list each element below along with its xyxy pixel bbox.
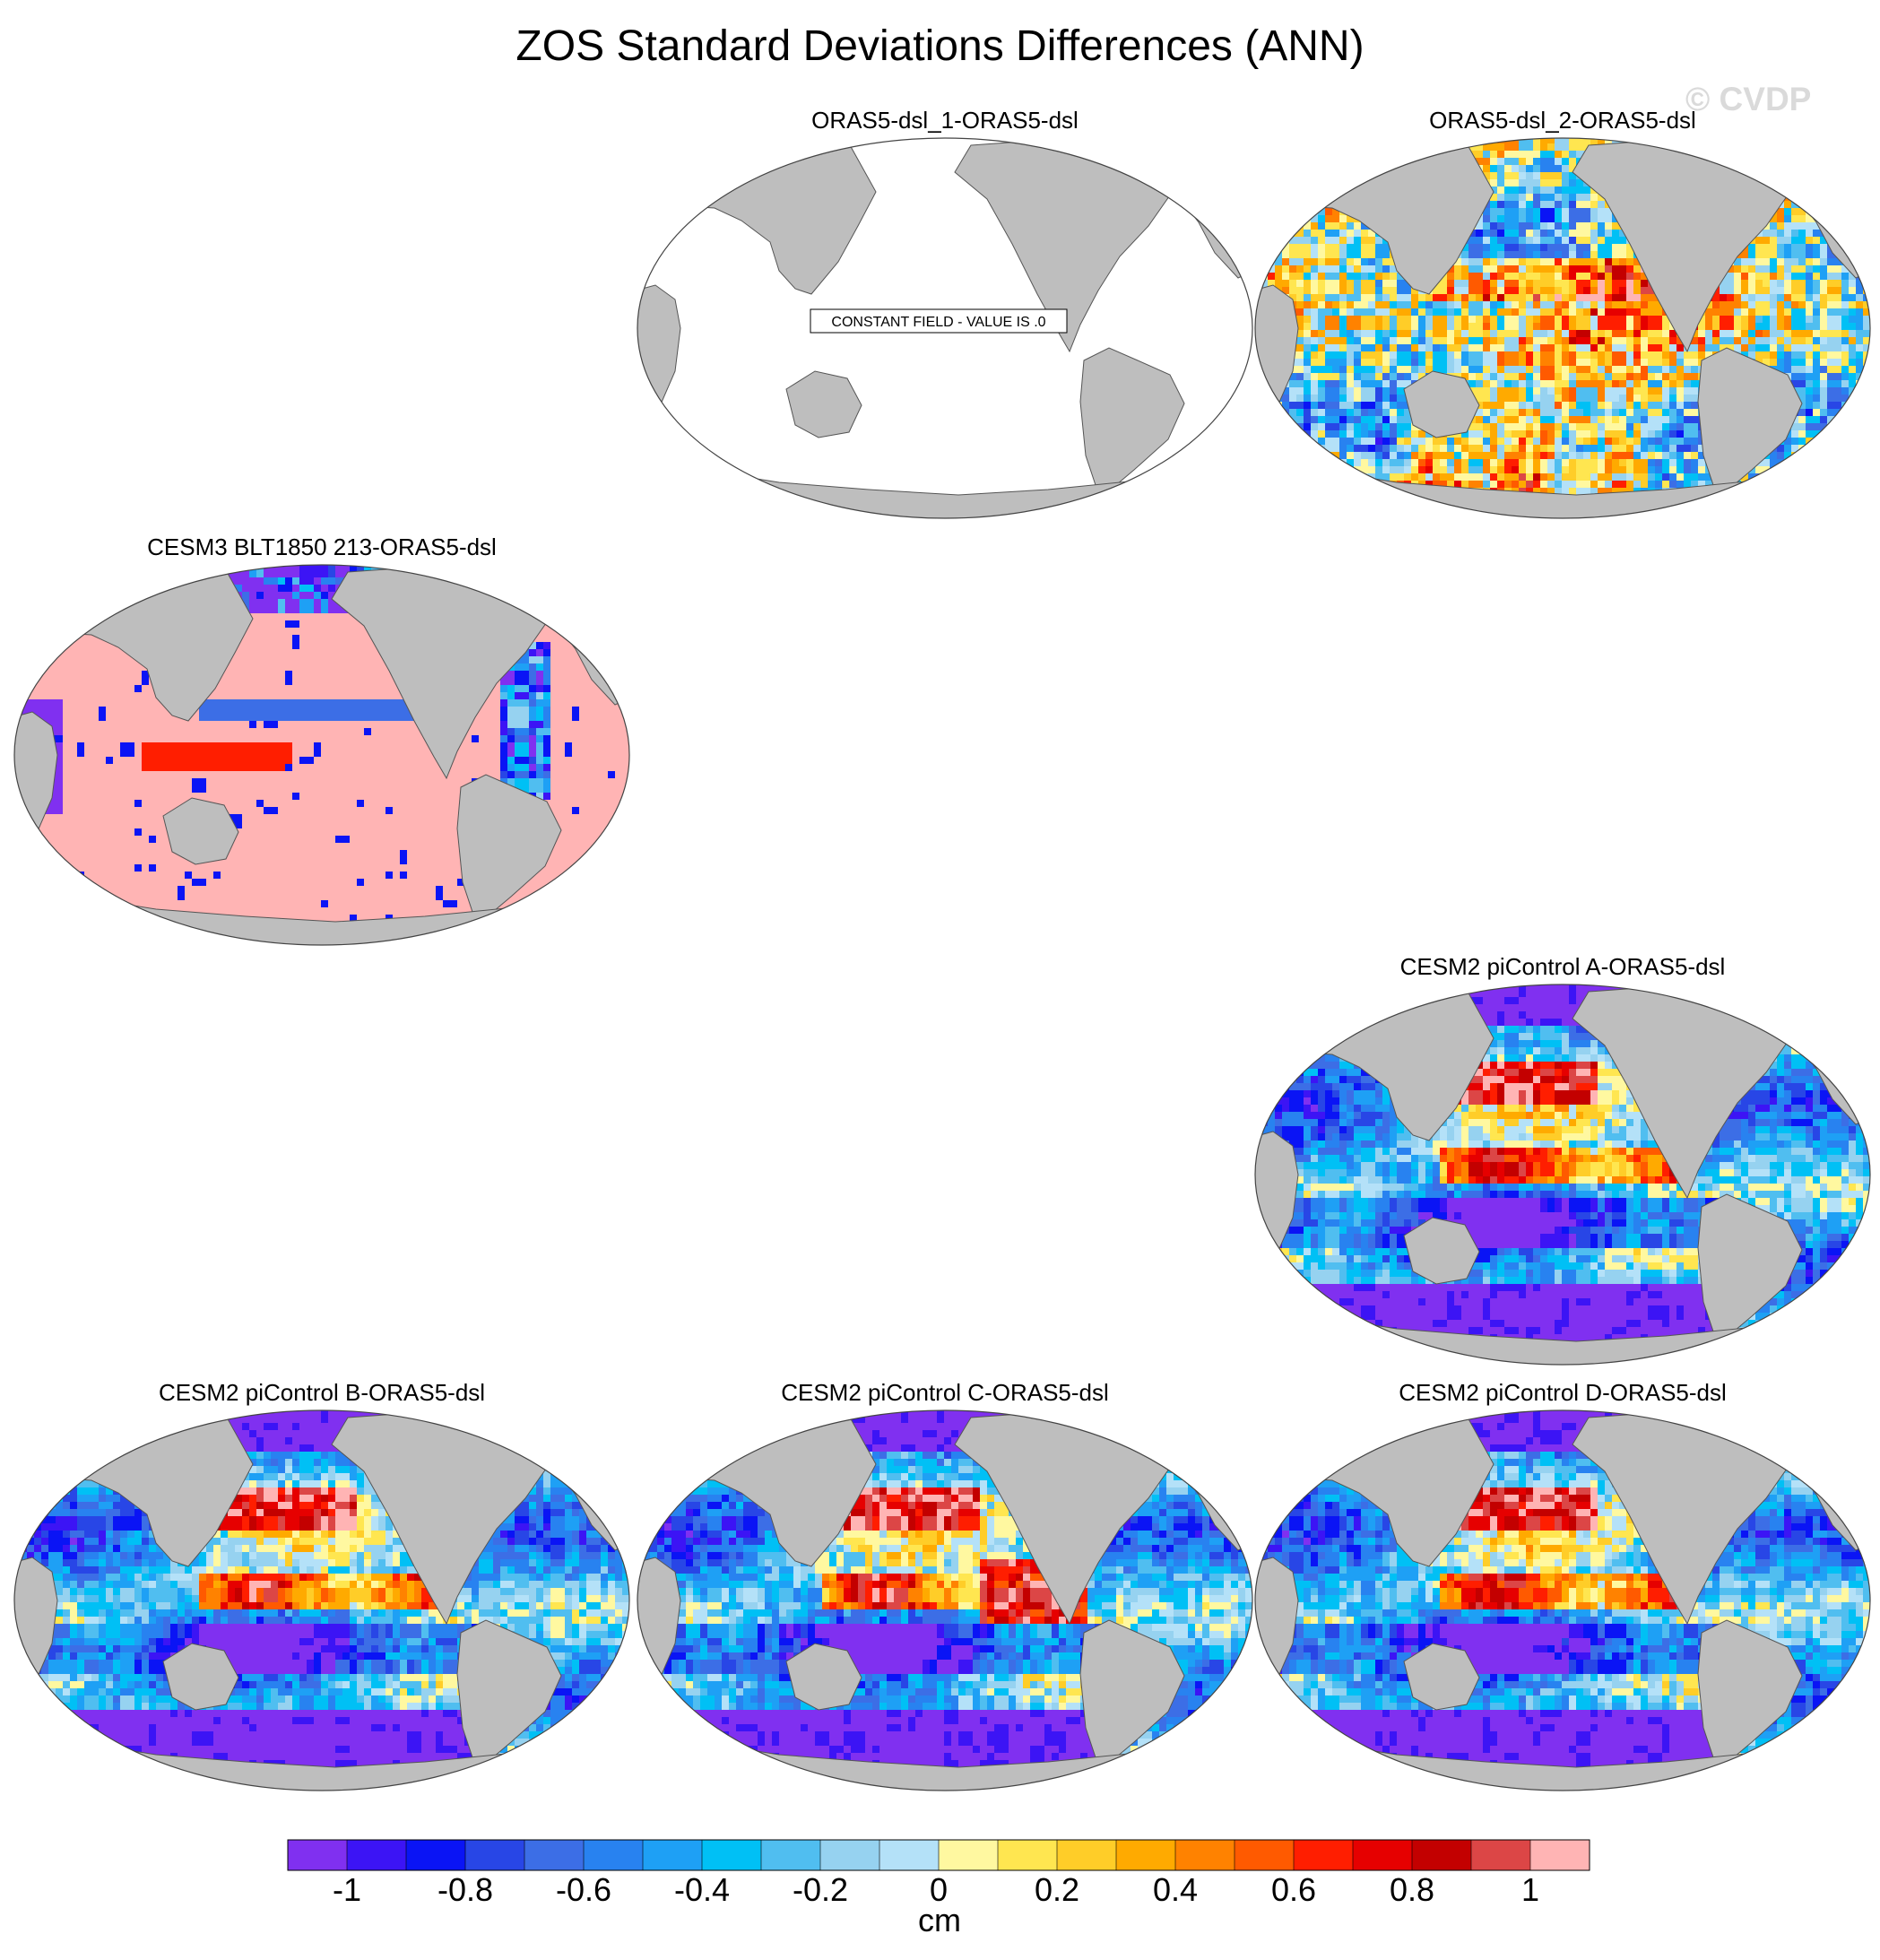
colorbar-tick-label: 0 <box>930 1871 948 1908</box>
landmass-australia <box>785 370 862 438</box>
colorbar-box <box>1412 1840 1472 1870</box>
page-title: ZOS Standard Deviations Differences (ANN… <box>0 20 1880 74</box>
colorbar-box <box>939 1840 999 1870</box>
colorbar-tick-label: -0.2 <box>793 1871 848 1908</box>
ocean-field <box>637 1410 1252 1791</box>
panel-title-cesm2-picontrol-d: CESM2 piControl D-ORAS5-dsl <box>1253 1378 1872 1407</box>
colorbar-box <box>1353 1840 1413 1870</box>
colorbar-box <box>1116 1840 1176 1870</box>
colorbar-tick-label: 0.8 <box>1390 1871 1434 1908</box>
landmass-southAmerica <box>1697 1193 1803 1346</box>
map-oras5-dsl-2 <box>1254 137 1871 519</box>
ocean-field <box>14 565 629 945</box>
cvdp-watermark: © CVDP <box>1685 81 1811 118</box>
landmass-southAmerica <box>1697 1619 1803 1772</box>
landmass-australia <box>1403 370 1480 438</box>
colorbar-box <box>465 1840 525 1870</box>
colorbar-box <box>406 1840 466 1870</box>
panel-title-cesm2-picontrol-a: CESM2 piControl A-ORAS5-dsl <box>1253 952 1872 981</box>
panel-title-cesm2-picontrol-b: CESM2 piControl B-ORAS5-dsl <box>13 1378 631 1407</box>
colorbar-box <box>820 1840 880 1870</box>
colorbar-box <box>524 1840 585 1870</box>
colorbar-tick-label: 1 <box>1521 1871 1539 1908</box>
map-cesm2-picontrol-b <box>13 1409 630 1791</box>
panel-title-cesm2-picontrol-c: CESM2 piControl C-ORAS5-dsl <box>636 1378 1254 1407</box>
colorbar-box <box>1057 1840 1117 1870</box>
landmass-southAmerica <box>1079 1619 1185 1772</box>
colorbar-tick-label: -0.8 <box>438 1871 493 1908</box>
colorbar-box <box>1294 1840 1354 1870</box>
colorbar-box <box>288 1840 348 1870</box>
panel-title-oras5-dsl-1: ORAS5-dsl_1-ORAS5-dsl <box>636 106 1254 134</box>
constant-field-label: CONSTANT FIELD - VALUE IS .0 <box>831 315 1045 330</box>
colorbar-box <box>1530 1840 1590 1870</box>
landmass-australia <box>162 797 239 865</box>
colorbar-box <box>584 1840 644 1870</box>
colorbar-box <box>1175 1840 1235 1870</box>
colorbar-tick-label: -1 <box>333 1871 361 1908</box>
landmass-australia <box>162 1643 239 1711</box>
panel-title-cesm3-blt1850: CESM3 BLT1850 213-ORAS5-dsl <box>13 533 631 561</box>
landmass-australia <box>1403 1643 1480 1711</box>
map-oras5-dsl-1: CONSTANT FIELD - VALUE IS .0 <box>637 137 1253 519</box>
landmass-southAmerica <box>456 774 562 926</box>
colorbar-box <box>879 1840 940 1870</box>
panel-title-oras5-dsl-2: ORAS5-dsl_2-ORAS5-dsl <box>1253 106 1872 134</box>
landmass-australia <box>785 1643 862 1711</box>
colorbar-box <box>702 1840 762 1870</box>
ocean-field <box>1255 1410 1870 1791</box>
landmass-southAmerica <box>456 1619 562 1772</box>
map-cesm2-picontrol-c <box>637 1409 1253 1791</box>
colorbar-unit-label: cm <box>918 1902 961 1938</box>
colorbar-tick-label: 0.2 <box>1035 1871 1079 1908</box>
ocean-field <box>14 1410 629 1791</box>
colorbar-box <box>1235 1840 1295 1870</box>
colorbar-box <box>761 1840 821 1870</box>
colorbar-tick-label: -0.6 <box>556 1871 611 1908</box>
colorbar-box <box>1471 1840 1531 1870</box>
landmass-southAmerica <box>1079 347 1185 499</box>
constant-field-box <box>810 308 1068 334</box>
ocean-field <box>1255 984 1870 1365</box>
colorbar-tick-label: 0.6 <box>1271 1871 1316 1908</box>
landmass-southAmerica <box>1697 347 1803 499</box>
map-cesm3-blt1850 <box>13 564 630 946</box>
map-cesm2-picontrol-d <box>1254 1409 1871 1791</box>
colorbar-box <box>347 1840 407 1870</box>
ocean-field <box>1255 138 1870 518</box>
colorbar-tick-label: -0.4 <box>674 1871 730 1908</box>
landmass-australia <box>1403 1217 1480 1285</box>
map-cesm2-picontrol-a <box>1254 984 1871 1366</box>
colorbar-box <box>998 1840 1058 1870</box>
colorbar-box <box>643 1840 703 1870</box>
colorbar-tick-label: 0.4 <box>1153 1871 1198 1908</box>
